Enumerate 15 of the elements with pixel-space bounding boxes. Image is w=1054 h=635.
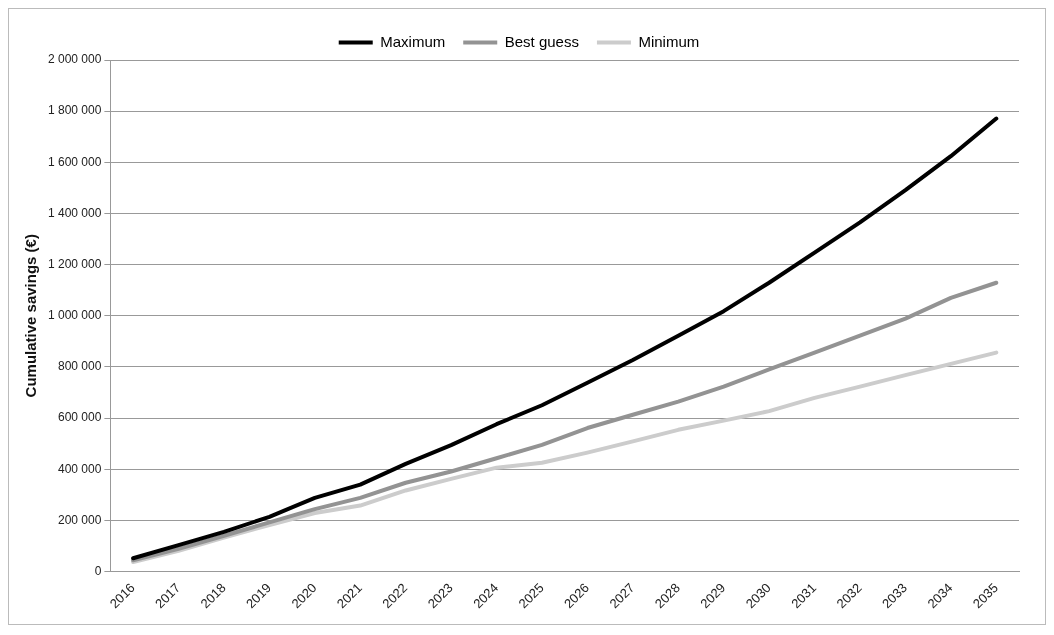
y-tick-label: 2 000 000 (47, 52, 102, 67)
y-tick-label: 1 800 000 (47, 103, 102, 118)
legend-label: Best guess (504, 32, 579, 50)
y-tick-label: 200 000 (57, 512, 102, 527)
y-axis-title: Cumulative savings (€) (22, 234, 40, 398)
y-tick-label: 1 400 000 (47, 205, 102, 220)
y-tick-label: 1 000 000 (47, 308, 102, 323)
y-tick-label: 0 (94, 563, 102, 578)
y-tick-label: 400 000 (57, 461, 102, 476)
legend-label: Minimum (638, 32, 700, 50)
y-tick-label: 600 000 (57, 410, 102, 425)
y-tick-label: 800 000 (57, 359, 102, 374)
y-tick-label: 1 200 000 (47, 256, 102, 271)
y-tick-label: 1 600 000 (47, 154, 102, 169)
legend-label: Maximum (380, 32, 446, 50)
